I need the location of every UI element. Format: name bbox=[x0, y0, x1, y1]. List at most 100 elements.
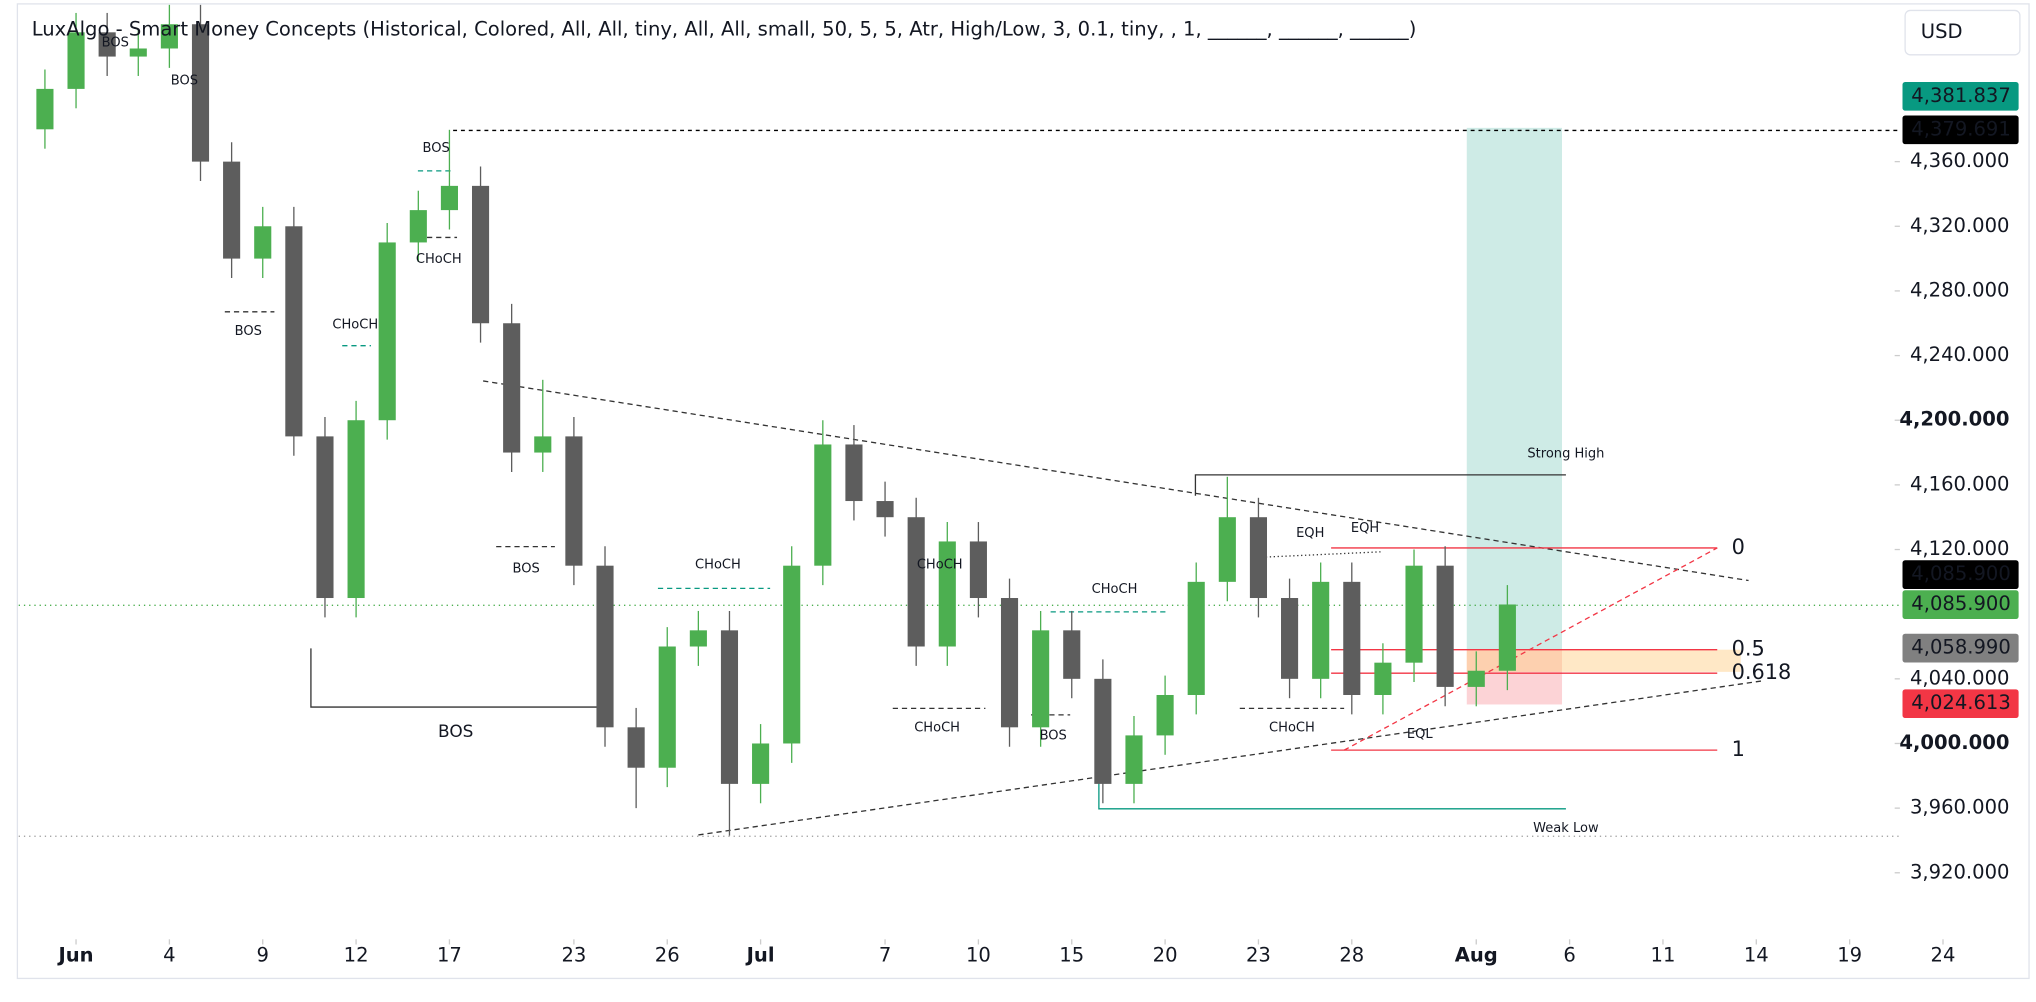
candle bbox=[845, 425, 863, 521]
candle-body bbox=[1032, 630, 1050, 728]
x-tick-label: 14 bbox=[1744, 944, 1769, 967]
annotation: BOS bbox=[235, 324, 262, 339]
candle-body bbox=[316, 436, 334, 599]
y-tick-label: 3,920.000 bbox=[1910, 860, 2009, 883]
candle bbox=[1125, 716, 1143, 804]
price-tag-label: 4,085.900 bbox=[1911, 592, 2010, 615]
candle bbox=[409, 190, 427, 262]
indicator-title: LuxAlgo - Smart Money Concepts (Historic… bbox=[32, 18, 1417, 41]
candle bbox=[1343, 562, 1361, 715]
candle-body bbox=[1343, 581, 1361, 695]
candle bbox=[1156, 675, 1174, 755]
candle-body bbox=[1467, 670, 1485, 687]
candle bbox=[1218, 476, 1236, 602]
candle bbox=[1467, 651, 1485, 707]
price-tag-label: 4,379.691 bbox=[1911, 117, 2010, 140]
price-tag-label: 4,085.900 bbox=[1911, 562, 2010, 585]
x-tick-label: 23 bbox=[1246, 944, 1271, 967]
fib-zone bbox=[1466, 649, 1741, 672]
candle bbox=[720, 610, 739, 836]
x-tick-label: 9 bbox=[257, 944, 269, 967]
candle-body bbox=[67, 32, 85, 89]
annotation: CHoCH bbox=[332, 317, 378, 332]
annotation: 0 bbox=[1732, 535, 1745, 559]
price-tag bbox=[1902, 115, 2019, 145]
candle bbox=[1498, 585, 1516, 691]
annotation: BOS bbox=[102, 36, 129, 51]
candle bbox=[658, 627, 676, 788]
candle bbox=[689, 610, 707, 666]
candle-body bbox=[440, 185, 458, 211]
candle bbox=[1374, 643, 1392, 715]
y-tick-label: 4,200.000 bbox=[1899, 408, 2009, 431]
annotation: EQH bbox=[1296, 526, 1324, 541]
candle bbox=[814, 420, 832, 586]
annotation: Strong High bbox=[1527, 446, 1604, 461]
structure-line bbox=[1265, 551, 1381, 558]
x-tick-label: 10 bbox=[966, 944, 991, 967]
candle-body bbox=[1000, 598, 1019, 728]
annotation: EQH bbox=[1351, 521, 1379, 536]
candle-body bbox=[191, 24, 210, 162]
annotation: BOS bbox=[438, 721, 473, 741]
candle bbox=[1187, 562, 1205, 715]
candle-body bbox=[409, 210, 427, 243]
annotation: CHoCH bbox=[695, 557, 741, 572]
candle bbox=[1436, 546, 1454, 707]
trend-line bbox=[698, 680, 1762, 836]
annotation: EQL bbox=[1407, 727, 1433, 742]
x-tick-label: 28 bbox=[1339, 944, 1364, 967]
candle bbox=[1032, 610, 1050, 747]
candle bbox=[67, 12, 85, 109]
annotation: BOS bbox=[513, 561, 540, 576]
candle-body bbox=[378, 242, 396, 421]
x-tick-label: 23 bbox=[561, 944, 586, 967]
candle-body bbox=[814, 444, 832, 566]
price-tag-label: 4,058.990 bbox=[1911, 636, 2010, 659]
candle-body bbox=[876, 501, 894, 518]
candle bbox=[534, 379, 552, 472]
candle bbox=[129, 29, 147, 76]
candle-body bbox=[503, 323, 521, 453]
candle bbox=[596, 546, 614, 747]
y-tick-label: 4,000.000 bbox=[1899, 731, 2009, 754]
candle-body bbox=[98, 32, 116, 57]
annotation: 0.618 bbox=[1732, 660, 1792, 684]
candle-body bbox=[1312, 581, 1330, 679]
candle bbox=[876, 481, 894, 537]
candle bbox=[316, 416, 334, 618]
x-tick-label: 6 bbox=[1563, 944, 1575, 967]
price-tag-label: 4,381.837 bbox=[1911, 84, 2010, 107]
x-tick-label: 24 bbox=[1931, 944, 1956, 967]
annotation: CHoCH bbox=[1269, 720, 1315, 735]
candle-body bbox=[285, 226, 303, 437]
candle-body bbox=[565, 436, 583, 566]
x-tick-label: 7 bbox=[879, 944, 891, 967]
candle bbox=[1063, 610, 1081, 699]
price-tag bbox=[1902, 81, 2019, 111]
candle bbox=[347, 400, 365, 618]
annotation: CHoCH bbox=[917, 557, 963, 572]
candle-body bbox=[1156, 694, 1174, 736]
candle-body bbox=[129, 48, 147, 57]
candle-body bbox=[160, 24, 178, 49]
price-tag bbox=[1902, 590, 2019, 619]
drawings bbox=[18, 127, 1899, 837]
candle bbox=[783, 546, 801, 763]
currency-label[interactable]: USD bbox=[1921, 20, 1963, 43]
candle-body bbox=[969, 541, 987, 599]
currency-button[interactable] bbox=[1904, 9, 2021, 56]
candle bbox=[969, 522, 987, 618]
candle-body bbox=[783, 565, 801, 744]
price-tag bbox=[1902, 633, 2019, 663]
x-tick-label: 11 bbox=[1651, 944, 1676, 967]
x-tick-label: Aug bbox=[1455, 944, 1498, 967]
candle bbox=[1312, 562, 1330, 699]
candle-body bbox=[534, 436, 552, 453]
x-tick-label: Jun bbox=[56, 944, 93, 967]
candle-body bbox=[1094, 678, 1112, 784]
x-tick-label: 4 bbox=[163, 944, 175, 967]
price-tag bbox=[1902, 560, 2019, 589]
candle bbox=[565, 416, 583, 586]
